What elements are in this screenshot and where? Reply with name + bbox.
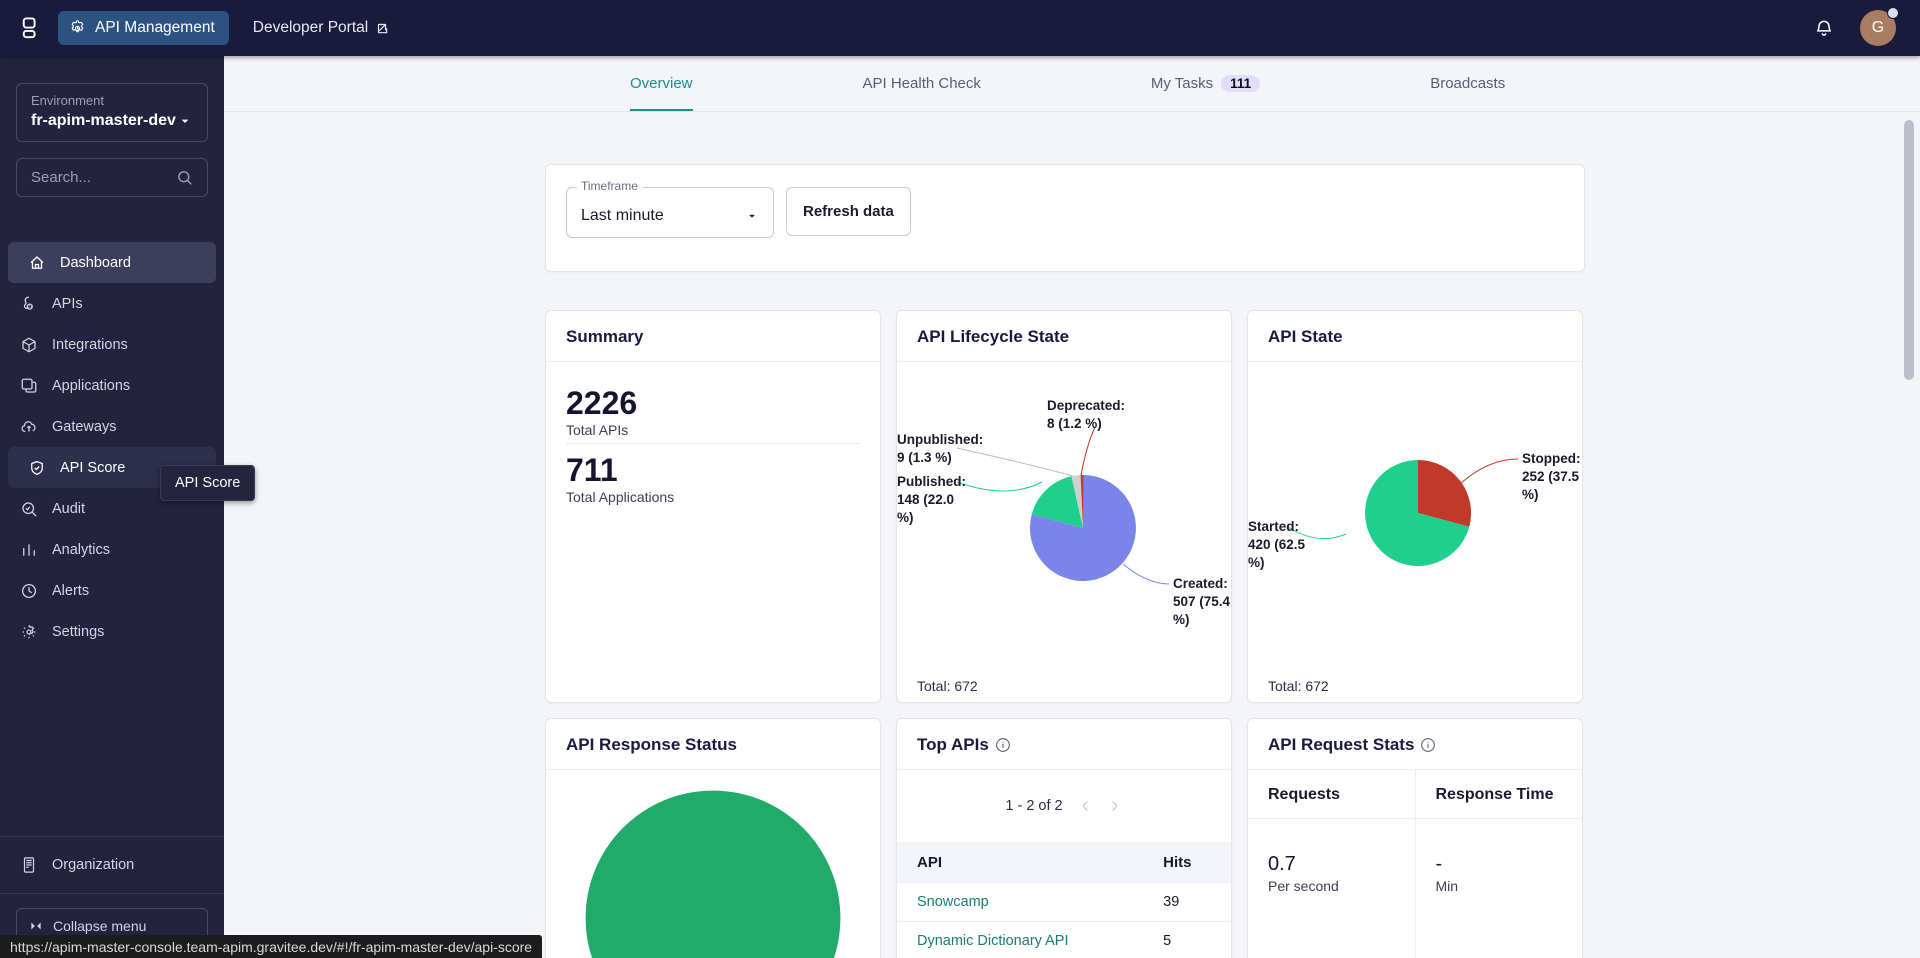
svg-text:Unpublished:: Unpublished:	[897, 432, 983, 447]
svg-text:Deprecated:: Deprecated:	[1047, 398, 1125, 413]
svg-text:%): %)	[1173, 612, 1190, 627]
svg-text:507 (75.4: 507 (75.4	[1173, 594, 1231, 609]
svg-text:9 (1.3 %): 9 (1.3 %)	[897, 450, 952, 465]
svg-text:8 (1.2 %): 8 (1.2 %)	[1047, 416, 1102, 431]
svg-text:%): %)	[1248, 555, 1265, 570]
svg-text:Stopped:: Stopped:	[1522, 451, 1581, 466]
svg-text:Created:: Created:	[1173, 576, 1228, 591]
svg-text:Started:: Started:	[1248, 519, 1299, 534]
svg-text:Published:: Published:	[897, 474, 966, 489]
svg-text:252 (37.5: 252 (37.5	[1522, 469, 1580, 484]
svg-text:%): %)	[897, 510, 914, 525]
svg-text:420 (62.5: 420 (62.5	[1248, 537, 1306, 552]
svg-text:148 (22.0: 148 (22.0	[897, 492, 954, 507]
svg-text:%): %)	[1522, 487, 1539, 502]
